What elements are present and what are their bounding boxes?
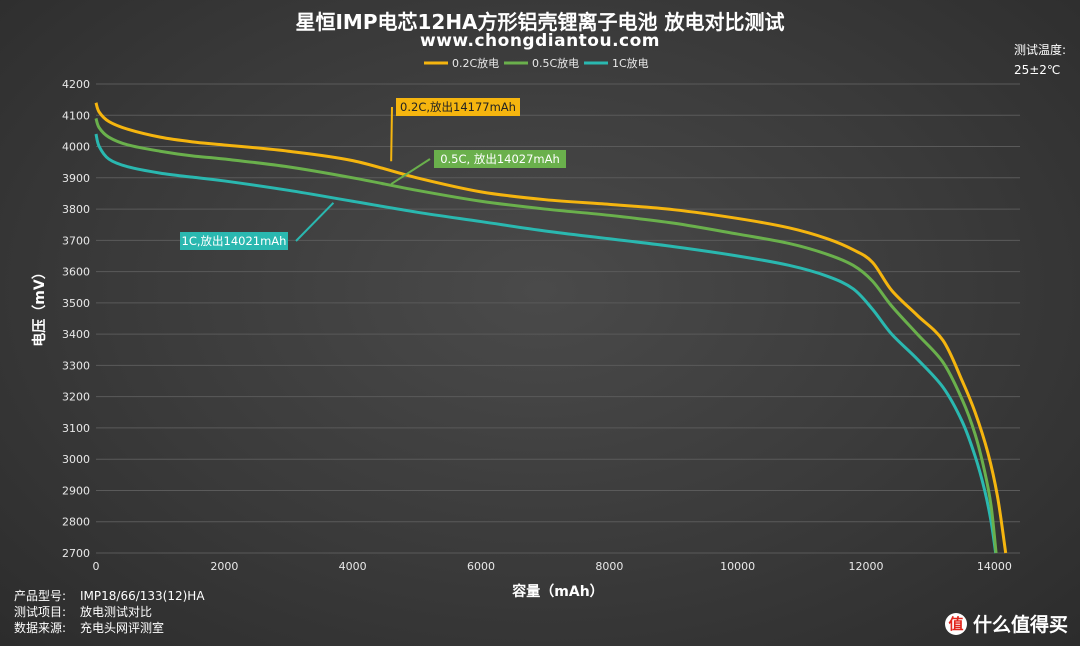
x-tick-label: 14000 <box>977 560 1012 573</box>
annotation-label: 0.5C, 放出14027mAh <box>440 152 560 166</box>
series-line-2 <box>94 133 998 554</box>
series-line-1 <box>94 117 998 554</box>
info-row-model: 产品型号: IMP18/66/133(12)HA <box>14 588 205 604</box>
y-tick-label: 3500 <box>62 297 90 310</box>
y-tick-label: 2800 <box>62 516 90 529</box>
watermark: 值 什么值得买 <box>944 610 1068 637</box>
tick-labels: 2700 2800 2900 3000 3100 3200 3300 3400 3500 3600… <box>62 78 1012 573</box>
info-key: 数据来源: <box>14 621 67 635</box>
info-value: IMP18/66/133(12)HA <box>80 589 205 603</box>
info-key: 产品型号: <box>14 589 67 603</box>
y-tick-label: 3900 <box>62 172 90 185</box>
line-chart: 2700 2800 2900 3000 3100 3200 3300 3400 3500 3600… <box>31 56 1020 600</box>
y-tick-label: 2700 <box>62 547 90 560</box>
annotation-box <box>180 232 288 250</box>
y-axis-label: 电压（mV） <box>31 265 48 346</box>
info-value: 放电测试对比 <box>80 605 153 619</box>
annotation-box <box>396 98 520 116</box>
annotation-box <box>434 150 566 168</box>
watermark-text: 什么值得买 <box>972 614 1068 636</box>
test-temperature-label: 测试温度: <box>1013 43 1066 57</box>
smzdm-logo-icon: 值 <box>944 612 967 635</box>
chart-subtitle: www.chongdiantou.com <box>419 31 661 51</box>
annotation-leader-line <box>390 106 393 162</box>
annotation-label: 0.2C,放出14177mAh <box>400 100 516 114</box>
y-tick-label: 4100 <box>62 109 90 122</box>
y-tick-label: 3700 <box>62 234 90 247</box>
x-tick-label: 0 <box>93 560 100 573</box>
annotations: 0.2C,放出14177mAh 0.5C, 放出14027mAh 1C,放出1402… <box>180 98 566 250</box>
y-tick-label: 3300 <box>62 359 90 372</box>
series-line-0 <box>94 102 1008 554</box>
info-row-source: 数据来源: 充电头网评测室 <box>14 620 205 636</box>
annotation-label: 1C,放出14021mAh <box>182 234 287 248</box>
x-tick-label: 10000 <box>720 560 755 573</box>
y-tick-label: 3800 <box>62 203 90 216</box>
y-tick-label: 3600 <box>62 266 90 279</box>
y-tick-label: 4200 <box>62 78 90 91</box>
legend-label: 0.2C放电 <box>452 56 499 70</box>
annotation-leader-line <box>295 202 335 242</box>
annotation-leader-line <box>390 158 431 185</box>
series-lines <box>94 102 1008 554</box>
x-tick-label: 12000 <box>849 560 884 573</box>
y-tick-label: 3200 <box>62 391 90 404</box>
x-tick-label: 4000 <box>339 560 367 573</box>
info-row-test-item: 测试项目: 放电测试对比 <box>14 604 205 620</box>
y-tick-label: 3100 <box>62 422 90 435</box>
y-tick-label: 4000 <box>62 141 90 154</box>
info-key: 测试项目: <box>14 605 67 619</box>
y-tick-label: 3000 <box>62 453 90 466</box>
x-tick-label: 6000 <box>467 560 495 573</box>
x-axis-label: 容量（mAh） <box>511 583 603 600</box>
test-temperature: 测试温度: 25±2℃ <box>1014 40 1066 80</box>
y-tick-label: 2900 <box>62 484 90 497</box>
chart-title: 星恒IMP电芯12HA方形铝壳锂离子电池 放电对比测试 <box>295 10 785 34</box>
test-temperature-value: 25±2℃ <box>1013 63 1061 77</box>
info-value: 充电头网评测室 <box>80 621 165 635</box>
x-tick-label: 8000 <box>595 560 623 573</box>
product-info: 产品型号: IMP18/66/133(12)HA 测试项目: 放电测试对比 数据来源… <box>14 588 205 636</box>
y-tick-label: 3400 <box>62 328 90 341</box>
x-tick-label: 2000 <box>210 560 238 573</box>
legend-label: 1C放电 <box>612 56 649 70</box>
grid-lines <box>96 83 1020 554</box>
legend: 0.2C放电 0.5C放电 1C放电 <box>424 56 649 70</box>
legend-label: 0.5C放电 <box>532 56 579 70</box>
